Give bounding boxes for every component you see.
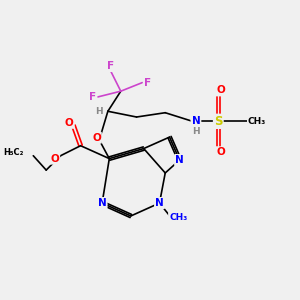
Text: N: N [98,198,106,208]
Text: O: O [65,118,74,128]
Text: S: S [214,115,223,128]
Text: O: O [216,85,225,95]
Text: CH₃: CH₃ [169,213,187,222]
Text: O: O [216,147,225,157]
Text: N: N [155,198,164,208]
Text: N: N [175,155,184,165]
Text: H: H [192,127,200,136]
Text: H₅C₂: H₅C₂ [3,148,23,158]
Text: F: F [89,92,96,102]
Text: H: H [95,107,103,116]
Text: F: F [107,61,114,71]
Text: CH₃: CH₃ [248,117,266,126]
Text: N: N [191,116,200,126]
Text: O: O [50,154,59,164]
Text: F: F [144,78,151,88]
Text: O: O [92,133,101,143]
